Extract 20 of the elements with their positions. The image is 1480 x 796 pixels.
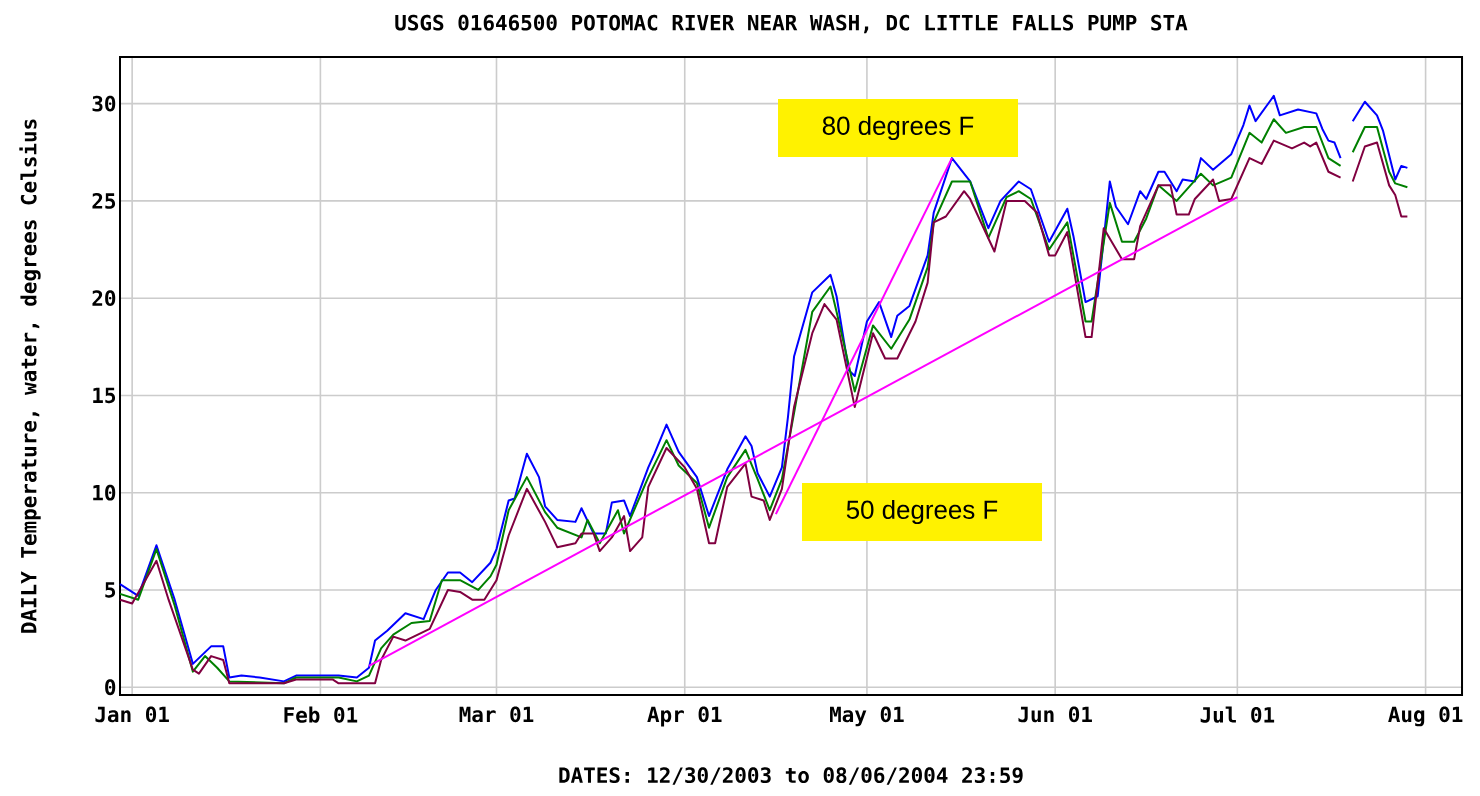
y-tick-label: 10 [93, 484, 116, 501]
x-tick-label: Apr 01 [647, 706, 722, 727]
x-axis-title: DATES: 12/30/2003 to 08/06/2004 23:59 [559, 767, 1023, 785]
y-tick-label: 0 [105, 679, 116, 696]
x-tick-label: Jun 01 [1018, 706, 1092, 723]
y-tick-label: 30 [92, 95, 116, 112]
x-tick-label: Jul 01 [1200, 706, 1275, 723]
annotation: 80 degrees F [822, 115, 974, 141]
annotation: 50 degrees F [846, 499, 998, 525]
x-tick-label: Aug 01 [1388, 706, 1463, 727]
x-tick-label: Feb 01 [284, 706, 358, 723]
x-tick-label: May 01 [830, 706, 904, 727]
y-tick-label: 20 [92, 290, 116, 307]
x-tick-label: Jan 01 [95, 706, 169, 723]
y-tick-label: 25 [92, 193, 116, 209]
y-axis-title: DAILY Temperature, water, degrees Celsius [19, 119, 41, 633]
chart-title: USGS 01646500 POTOMAC RIVER NEAR WASH, DC LITTLE FALLS PUMP STA [395, 14, 1188, 34]
x-tick-label: Mar 01 [459, 706, 534, 723]
y-tick-label: 5 [105, 582, 116, 598]
y-tick-label: 15 [93, 387, 116, 404]
